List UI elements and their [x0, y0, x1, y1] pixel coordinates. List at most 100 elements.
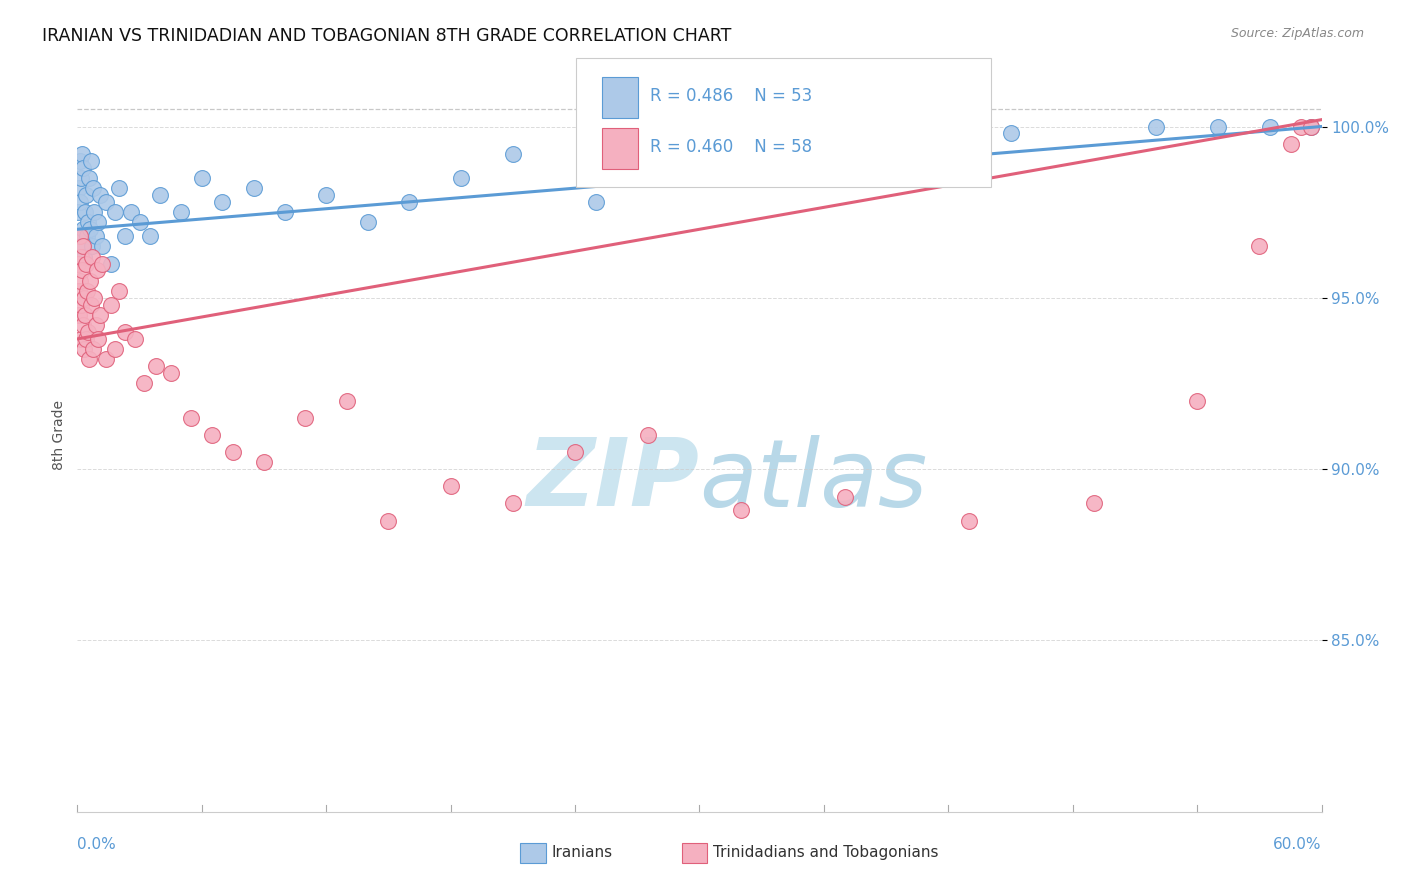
Point [104, 342, 127, 356]
Point [76, 215, 98, 229]
Point [87, 215, 110, 229]
Point [120, 205, 142, 219]
Point [1301, 120, 1323, 134]
Point [211, 194, 233, 209]
Point [69, 153, 91, 168]
Point [70, 263, 93, 277]
Point [145, 359, 167, 374]
Point [502, 496, 524, 510]
Point [83, 205, 105, 219]
Point [104, 205, 127, 219]
Y-axis label: 8th Grade: 8th Grade [52, 400, 66, 470]
Text: Source: ZipAtlas.com: Source: ZipAtlas.com [1230, 27, 1364, 40]
Point [439, 479, 461, 493]
Point [108, 181, 129, 195]
Point [70, 298, 93, 312]
Point [72, 342, 94, 356]
Point [1144, 120, 1167, 134]
Point [336, 393, 359, 408]
Text: 60.0%: 60.0% [1274, 837, 1322, 852]
Point [315, 188, 337, 202]
Point [82, 342, 104, 356]
Point [91, 256, 114, 270]
Point [67, 205, 90, 219]
Point [70, 170, 93, 185]
Point [274, 205, 297, 219]
Point [689, 153, 711, 168]
Point [1258, 120, 1281, 134]
Point [502, 147, 524, 161]
Text: IRANIAN VS TRINIDADIAN AND TOBAGONIAN 8TH GRADE CORRELATION CHART: IRANIAN VS TRINIDADIAN AND TOBAGONIAN 8T… [42, 27, 731, 45]
Point [80, 250, 103, 264]
Point [834, 490, 856, 504]
Point [108, 284, 129, 298]
Text: R = 0.460    N = 58: R = 0.460 N = 58 [650, 138, 811, 156]
Point [69, 332, 91, 346]
Point [69, 194, 91, 209]
Point [957, 514, 980, 528]
Point [1083, 496, 1105, 510]
Point [91, 239, 114, 253]
Point [76, 229, 98, 244]
Point [792, 170, 814, 185]
Text: 0.0%: 0.0% [77, 837, 117, 852]
Point [79, 222, 101, 236]
Point [89, 188, 111, 202]
Point [72, 250, 94, 264]
Point [72, 161, 94, 175]
Point [1279, 136, 1302, 151]
Point [139, 229, 162, 244]
Point [80, 239, 103, 253]
Point [82, 181, 104, 195]
Point [67, 181, 90, 195]
Point [75, 256, 97, 270]
Point [70, 239, 93, 253]
Point [89, 308, 111, 322]
Point [86, 263, 108, 277]
Point [76, 284, 98, 298]
Point [191, 170, 214, 185]
Point [253, 455, 276, 469]
Point [585, 194, 607, 209]
Point [69, 229, 91, 244]
Point [201, 427, 224, 442]
Point [180, 410, 202, 425]
Point [1187, 393, 1209, 408]
Point [84, 318, 107, 333]
Point [87, 332, 110, 346]
Point [100, 256, 122, 270]
Point [149, 188, 172, 202]
Point [72, 318, 94, 333]
Point [114, 229, 136, 244]
Point [67, 229, 90, 244]
Point [72, 222, 94, 236]
Point [73, 205, 96, 219]
Point [450, 170, 472, 185]
Point [294, 410, 316, 425]
Point [357, 215, 380, 229]
Text: R = 0.486    N = 53: R = 0.486 N = 53 [650, 87, 811, 105]
Point [377, 514, 399, 528]
Point [67, 308, 90, 322]
Text: Iranians: Iranians [551, 846, 612, 860]
Point [67, 256, 90, 270]
Point [128, 215, 150, 229]
Point [124, 332, 146, 346]
Point [1206, 120, 1229, 134]
Point [730, 503, 752, 517]
Point [77, 170, 100, 185]
Point [75, 332, 97, 346]
Point [80, 298, 103, 312]
Point [96, 194, 118, 209]
Point [159, 366, 181, 380]
Point [132, 376, 155, 391]
Point [96, 352, 118, 367]
Point [75, 188, 97, 202]
Point [67, 284, 90, 298]
Point [398, 194, 420, 209]
Point [72, 239, 94, 253]
Point [1289, 120, 1312, 134]
Point [70, 250, 93, 264]
Point [896, 136, 918, 151]
Point [222, 445, 245, 459]
